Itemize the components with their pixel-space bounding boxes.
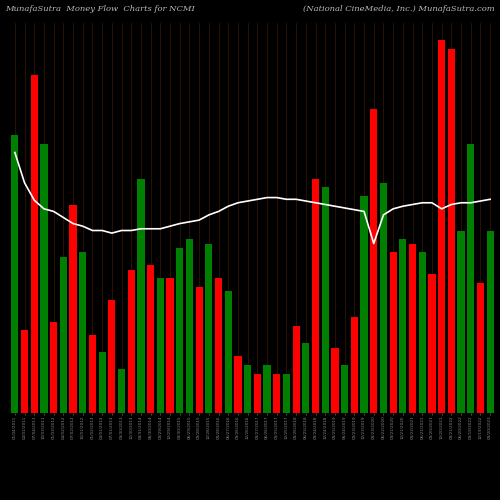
- Bar: [89, 334, 96, 412]
- Bar: [477, 282, 484, 412]
- Bar: [341, 365, 348, 412]
- Bar: [409, 244, 416, 412]
- Bar: [30, 74, 38, 412]
- Bar: [312, 178, 319, 412]
- Bar: [350, 317, 358, 412]
- Bar: [283, 374, 290, 412]
- Bar: [128, 270, 135, 412]
- Bar: [390, 252, 397, 412]
- Bar: [11, 135, 18, 412]
- Bar: [448, 48, 455, 412]
- Bar: [186, 239, 193, 412]
- Bar: [166, 278, 173, 412]
- Bar: [79, 252, 86, 412]
- Bar: [156, 278, 164, 412]
- Bar: [399, 239, 406, 412]
- Bar: [428, 274, 436, 412]
- Bar: [215, 278, 222, 412]
- Bar: [196, 287, 203, 412]
- Bar: [292, 326, 300, 412]
- Bar: [467, 144, 474, 412]
- Bar: [21, 330, 28, 412]
- Bar: [244, 365, 252, 412]
- Bar: [254, 374, 261, 412]
- Bar: [302, 343, 310, 412]
- Bar: [50, 322, 58, 412]
- Text: MunafaSutra  Money Flow  Charts for NCMI: MunafaSutra Money Flow Charts for NCMI: [5, 5, 195, 13]
- Bar: [118, 369, 125, 412]
- Bar: [273, 374, 280, 412]
- Bar: [176, 248, 184, 412]
- Bar: [458, 230, 464, 412]
- Bar: [147, 265, 154, 412]
- Bar: [234, 356, 242, 412]
- Bar: [98, 352, 106, 412]
- Bar: [332, 348, 338, 412]
- Bar: [380, 183, 387, 412]
- Bar: [322, 187, 329, 412]
- Bar: [264, 365, 270, 412]
- Text: (National CineMedia, Inc.) MunafaSutra.com: (National CineMedia, Inc.) MunafaSutra.c…: [303, 5, 495, 13]
- Bar: [205, 244, 212, 412]
- Bar: [370, 109, 378, 412]
- Bar: [108, 300, 116, 412]
- Bar: [40, 144, 48, 412]
- Bar: [224, 291, 232, 412]
- Bar: [70, 204, 76, 412]
- Bar: [486, 230, 494, 412]
- Bar: [138, 178, 144, 412]
- Bar: [418, 252, 426, 412]
- Bar: [438, 40, 446, 412]
- Bar: [60, 256, 67, 412]
- Bar: [360, 196, 368, 412]
